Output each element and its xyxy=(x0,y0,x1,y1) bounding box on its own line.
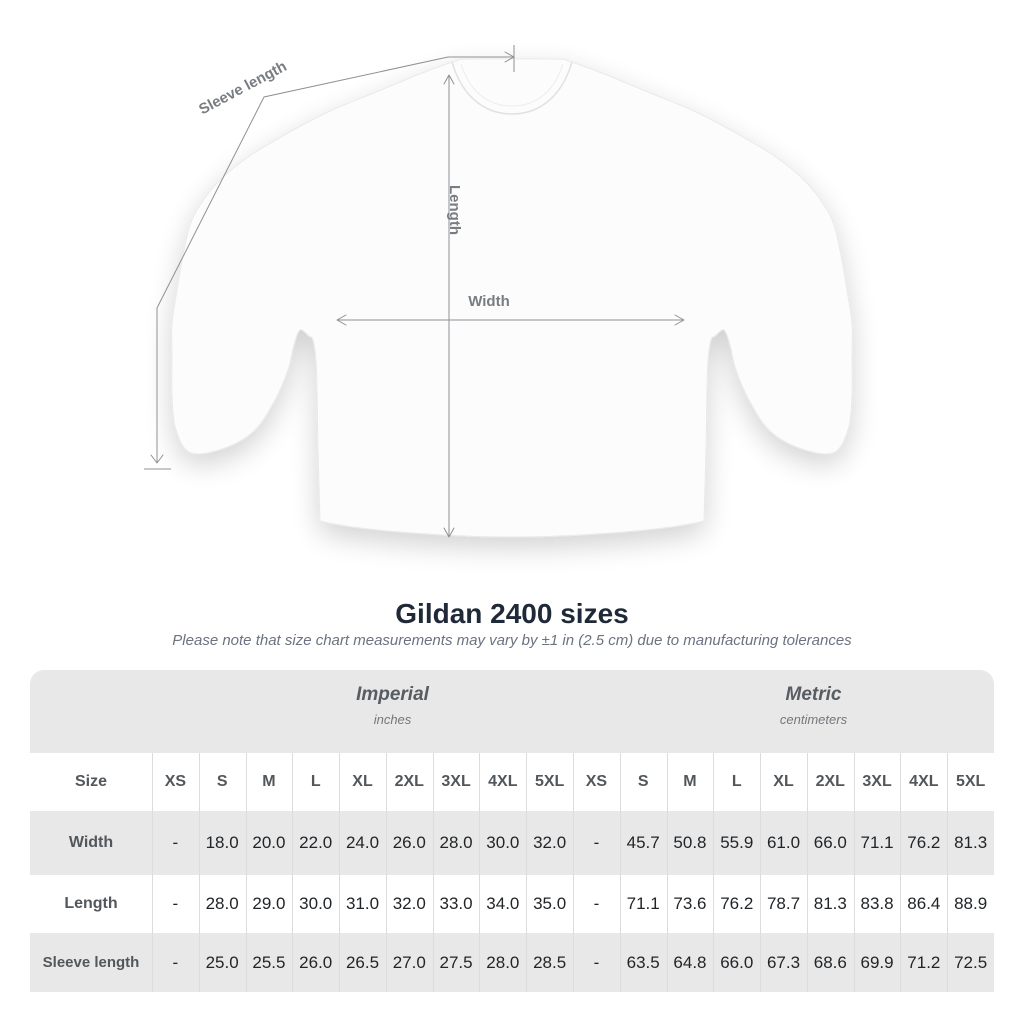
svg-text:Sleeve length: Sleeve length xyxy=(196,58,289,118)
svg-text:Length: Length xyxy=(446,185,463,235)
svg-text:Width: Width xyxy=(468,293,510,310)
